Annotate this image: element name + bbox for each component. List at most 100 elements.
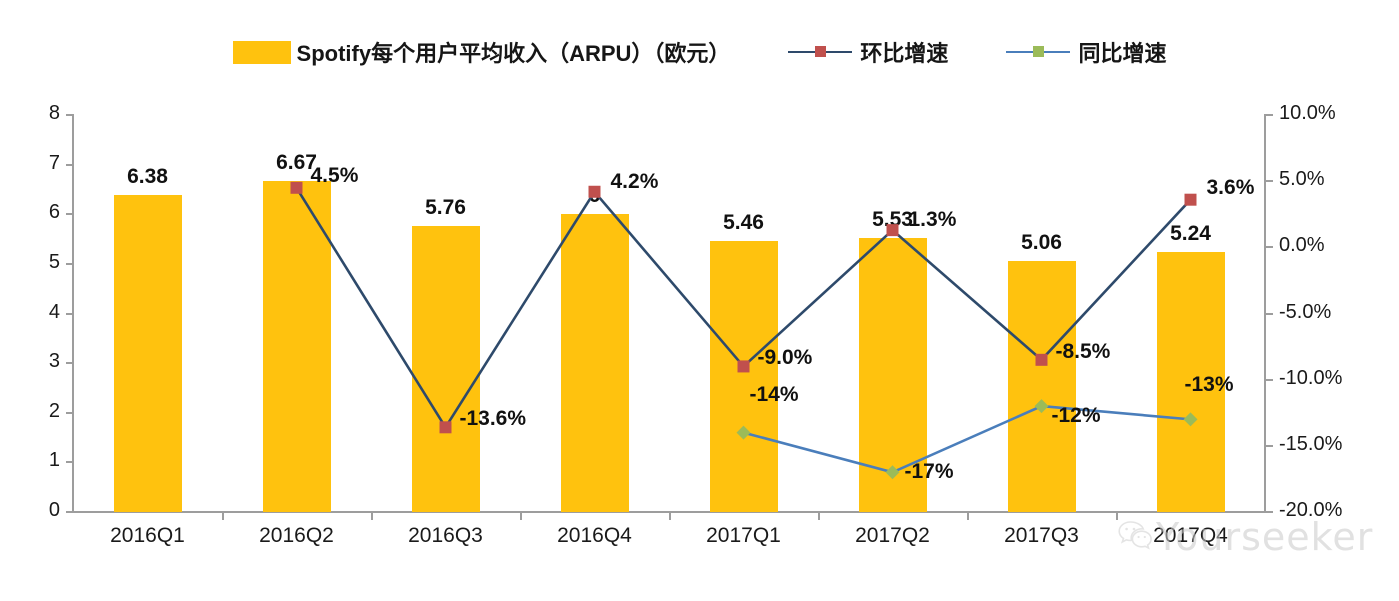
line-marker[interactable]	[885, 465, 900, 480]
point-value-label: 4.2%	[610, 169, 659, 193]
legend-marker-yoy	[1033, 46, 1045, 57]
x-axis-label: 2017Q3	[1004, 524, 1079, 547]
y2-tick	[1266, 511, 1273, 513]
y-tick-label: 5	[48, 250, 60, 273]
point-value-label: -9.0%	[757, 346, 813, 370]
point-value-label: -13.6%	[459, 407, 527, 431]
x-tick	[371, 513, 373, 520]
x-tick	[222, 513, 224, 520]
y2-tick	[1266, 312, 1273, 315]
y2-tick-label: -20.0%	[1279, 499, 1343, 521]
legend-label-yoy: 同比增速	[1078, 41, 1167, 66]
x-tick	[818, 513, 820, 520]
x-axis-label: 2017Q1	[706, 524, 781, 547]
y2-tick-label: 5.0%	[1279, 168, 1325, 191]
x-axis	[72, 511, 1266, 513]
bar[interactable]	[560, 214, 629, 512]
y-tick	[66, 213, 73, 216]
y2-tick-label: -10.0%	[1279, 366, 1343, 389]
bar[interactable]	[1156, 251, 1225, 512]
bar-value-label: 5.76	[425, 196, 466, 220]
y-tick	[66, 461, 73, 464]
point-value-label: -12%	[1051, 404, 1101, 428]
x-axis-label: 2016Q1	[110, 524, 185, 547]
legend-line-qoq	[788, 46, 853, 57]
y-tick-label: 6	[48, 201, 60, 224]
line-marker[interactable]	[588, 185, 601, 198]
point-value-label: 1.3%	[908, 208, 957, 232]
y-tick-label: 7	[48, 151, 60, 174]
bar-value-label: 5.06	[1021, 230, 1062, 254]
y-tick	[66, 411, 73, 414]
x-tick	[669, 513, 671, 520]
legend-marker-qoq	[815, 46, 827, 57]
y-tick	[66, 163, 73, 166]
y-axis-right	[1264, 114, 1266, 513]
x-axis-label: 2016Q4	[557, 524, 632, 547]
legend-item-arpu: Spotify每个用户平均收入（ARPU）（欧元）	[232, 36, 731, 68]
x-axis-label: 2017Q4	[1153, 524, 1228, 547]
y-tick	[66, 114, 73, 116]
y-tick-label: 4	[48, 300, 60, 323]
line-qoq	[290, 181, 1197, 434]
chart-legend: Spotify每个用户平均收入（ARPU）（欧元） 环比增速 同比增速	[0, 30, 1399, 74]
x-axis-label: 2016Q3	[408, 524, 483, 547]
point-value-label: -14%	[749, 382, 799, 406]
legend-item-qoq: 环比增速	[788, 36, 948, 68]
y-tick-label: 2	[48, 399, 60, 422]
y2-tick-label: -15.0%	[1279, 432, 1343, 455]
y2-tick-label: -5.0%	[1279, 300, 1332, 323]
y-tick	[66, 312, 73, 315]
x-axis-label: 2016Q2	[259, 524, 334, 547]
line-marker[interactable]	[886, 224, 899, 237]
point-value-label: -17%	[904, 460, 954, 484]
x-axis-label: 2017Q2	[855, 524, 930, 547]
y2-tick	[1266, 444, 1273, 447]
bar-value-label: 5.53	[872, 207, 913, 231]
y2-tick	[1266, 378, 1273, 381]
bar-value-label: 6.67	[276, 151, 317, 174]
line-marker[interactable]	[736, 425, 751, 440]
line-marker[interactable]	[439, 421, 452, 434]
line-yoy	[736, 399, 1198, 480]
point-value-label: 4.5%	[310, 163, 359, 187]
y2-tick	[1266, 180, 1273, 183]
legend-item-yoy: 同比增速	[1006, 36, 1166, 68]
y-tick-label: 3	[48, 350, 60, 373]
bar[interactable]	[1007, 260, 1076, 512]
point-value-label: 3.6%	[1206, 175, 1255, 199]
bar[interactable]	[113, 195, 182, 512]
y-tick-label: 1	[48, 449, 60, 472]
line-marker[interactable]	[290, 181, 303, 194]
x-tick	[967, 513, 969, 520]
y-tick	[66, 362, 73, 365]
bar[interactable]	[262, 181, 331, 512]
bar[interactable]	[411, 226, 480, 512]
line-marker[interactable]	[1034, 399, 1049, 414]
bar-value-label: 5.24	[1170, 221, 1211, 245]
x-tick	[1116, 513, 1118, 520]
y2-tick	[1266, 246, 1273, 249]
y-axis-left	[72, 114, 74, 513]
point-value-label: -13%	[1184, 373, 1234, 397]
legend-label-arpu: Spotify每个用户平均收入（ARPU）（欧元）	[296, 41, 731, 66]
line-path	[295, 187, 1192, 430]
bar-value-label: 5.46	[723, 211, 764, 235]
y-tick	[66, 511, 73, 513]
line-marker[interactable]	[1183, 412, 1198, 427]
legend-line-yoy	[1006, 46, 1071, 57]
bar[interactable]	[709, 241, 778, 512]
bar-value-label: 6.38	[127, 165, 168, 189]
line-marker[interactable]	[1035, 353, 1048, 366]
line-path	[743, 404, 1191, 474]
line-marker[interactable]	[737, 360, 750, 373]
y2-tick-label: 10.0%	[1279, 102, 1336, 124]
legend-swatch-arpu	[232, 40, 291, 64]
line-marker[interactable]	[1184, 193, 1197, 206]
x-tick	[520, 513, 522, 520]
point-value-label: -8.5%	[1055, 339, 1111, 363]
legend-label-qoq: 环比增速	[860, 41, 949, 66]
y-tick	[66, 262, 73, 265]
